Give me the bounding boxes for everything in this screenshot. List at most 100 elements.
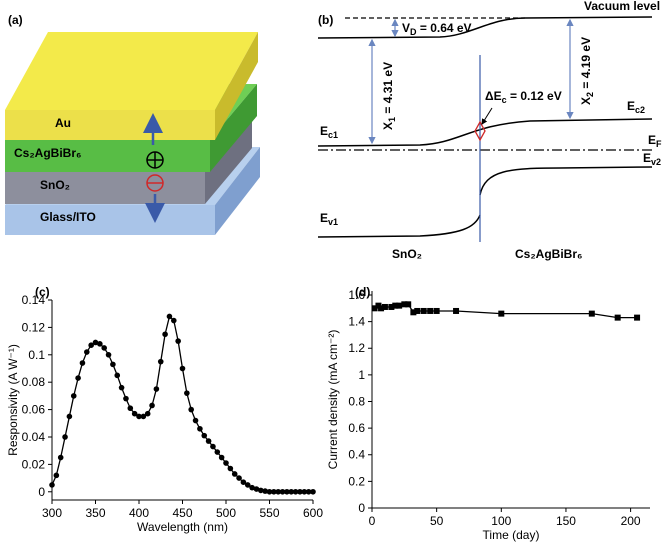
data-point [305, 488, 312, 495]
data-point [240, 479, 247, 485]
data-point [227, 465, 234, 472]
data-point [262, 488, 268, 494]
data-point [433, 307, 440, 314]
data-point [301, 488, 308, 495]
y-tick-label: 0.8 [348, 394, 365, 408]
data-point [188, 406, 194, 413]
data-point [101, 345, 107, 351]
label-part: E [320, 124, 328, 138]
x-tick-label: 600 [303, 506, 323, 520]
data-point [244, 482, 251, 488]
data-point [271, 488, 277, 495]
layer-label: Au [55, 116, 71, 130]
label-part: = 4.19 eV [579, 37, 593, 92]
y-tick-label: 1 [358, 368, 365, 382]
data-point [275, 488, 282, 495]
y-tick-label: 0.02 [22, 457, 46, 471]
data-point [266, 488, 273, 495]
data-point [401, 301, 408, 308]
data-point [192, 417, 199, 424]
y-tick-label: 0.2 [348, 474, 365, 488]
label-part: E [648, 133, 656, 147]
data-point [214, 449, 221, 455]
data-point [223, 460, 229, 466]
data-point [84, 349, 90, 355]
label-sub: v2 [651, 157, 661, 167]
label-sub: 2 [585, 92, 595, 97]
y-axis-label: Responsivity (A W⁻¹) [6, 344, 20, 456]
x-tick-label: 300 [42, 506, 62, 520]
data-point [588, 310, 595, 317]
x-tick-label: 100 [491, 514, 511, 528]
label: Ec2 [627, 99, 645, 115]
data-point [144, 410, 151, 417]
label-sub: v1 [328, 217, 338, 227]
data-point [136, 413, 142, 420]
data-point [498, 310, 505, 317]
x-tick-label: 150 [556, 514, 576, 528]
offset-arrow [481, 107, 493, 125]
label-part: = 0.12 eV [507, 89, 562, 103]
data-point [97, 341, 103, 347]
data-point [166, 313, 173, 320]
data-point [236, 475, 242, 481]
y-tick-label: 0.04 [22, 430, 46, 444]
panel-b: (b) [317, 13, 653, 242]
panel-label: (c) [35, 285, 50, 299]
label: Ev1 [320, 211, 338, 227]
data-point [75, 375, 81, 381]
data-point [197, 425, 203, 432]
data-point [284, 488, 290, 495]
y-tick-label: 0.14 [22, 293, 46, 307]
data-point [634, 314, 641, 321]
label-part: X [381, 122, 395, 130]
data-point [66, 413, 73, 420]
label-part: V [402, 21, 410, 35]
label-part: E [643, 151, 651, 165]
data-point [378, 305, 385, 312]
label: X1 = 4.31 eV [381, 62, 397, 130]
data-point [175, 338, 181, 344]
x-tick-label: 200 [621, 514, 641, 528]
data-point [149, 402, 155, 409]
label-part: ΔE [485, 89, 502, 103]
y-tick-label: 0.06 [22, 403, 46, 417]
label: ΔEc = 0.12 eV [485, 89, 562, 105]
y-tick-label: 0.6 [348, 421, 365, 435]
data-point [205, 438, 212, 444]
data-point [297, 488, 303, 495]
data-point [414, 307, 421, 314]
x-axis-label: Time (day) [483, 528, 540, 542]
x-axis-label: Wavelength (nm) [137, 520, 228, 534]
y-tick-label: 0 [358, 501, 365, 515]
data-point [92, 339, 99, 346]
data-point [231, 471, 238, 477]
label-sub: D [410, 27, 417, 37]
x-tick-label: 500 [216, 506, 236, 520]
data-point [405, 301, 412, 308]
y-axis-label: Current density (mA cm⁻²) [326, 330, 340, 470]
electron-symbol [146, 174, 164, 192]
panel-a: (a) Au Cs₂AgBiBr₆ SnO₂ Glass/ITO [5, 13, 260, 235]
data-point [110, 361, 116, 368]
data-point [153, 386, 160, 392]
data-point [79, 360, 86, 366]
data-point [114, 372, 121, 379]
y-tick-label: 0.08 [22, 375, 46, 389]
hole-symbol [146, 151, 164, 169]
data-point [210, 443, 216, 450]
data-point [249, 484, 255, 491]
label: Ec1 [320, 124, 338, 140]
label: EF [648, 133, 662, 149]
label-sub: F [656, 139, 662, 149]
data-point [420, 307, 427, 314]
offset-marker [474, 120, 486, 142]
data-point [396, 302, 403, 309]
data-point [201, 432, 208, 439]
data-point [371, 305, 378, 312]
layer-au [5, 32, 258, 140]
data-point [392, 302, 399, 309]
data-point [105, 351, 112, 358]
ev2-curve [479, 166, 653, 196]
